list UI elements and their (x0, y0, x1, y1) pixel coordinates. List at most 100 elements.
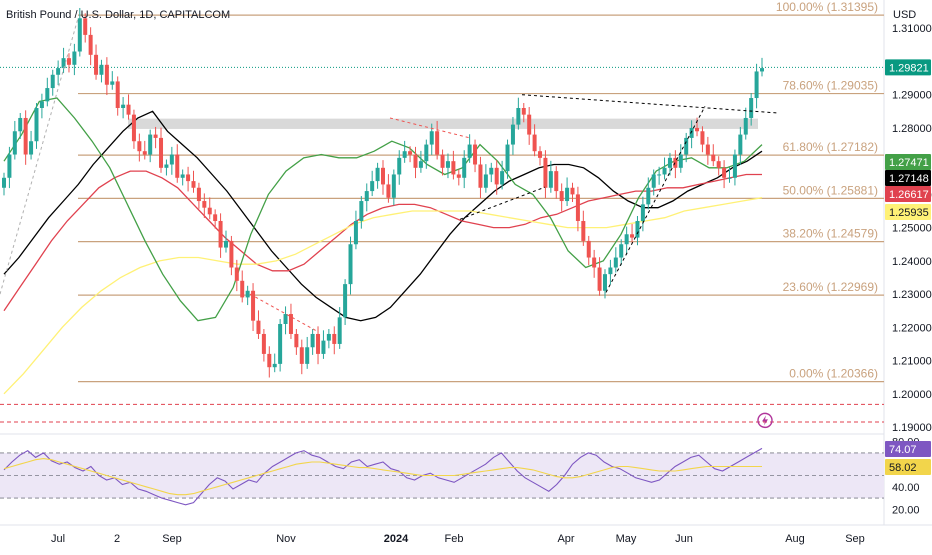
candle-body (440, 154, 445, 168)
candle-body (749, 98, 754, 118)
candle-body (316, 333, 321, 354)
candle-body (462, 157, 467, 178)
candle-body (251, 290, 256, 321)
candle-body (186, 174, 191, 182)
candle-body (711, 154, 716, 162)
candle-body (202, 201, 207, 208)
candle-body (131, 114, 136, 142)
candle-body (45, 88, 50, 102)
fib-label: 61.80% (1.27182) (783, 140, 878, 154)
candle-body (56, 68, 61, 75)
candle-body (29, 141, 34, 155)
candle-body (261, 333, 266, 354)
fibonacci-levels: 100.00% (1.31395) 78.60% (1.29035) 61.80% … (78, 0, 884, 383)
candle-body (527, 114, 532, 135)
ma-price-tag-bg (885, 204, 931, 220)
candle-body (288, 314, 293, 334)
candle-body (294, 333, 299, 348)
candle-body (207, 207, 212, 215)
candle-body (213, 214, 218, 221)
candle-body (7, 154, 12, 178)
candle-body (716, 161, 721, 168)
candle-body (727, 177, 732, 179)
candle-body (662, 167, 667, 175)
candle-body (164, 164, 169, 168)
candle-body (478, 164, 483, 188)
candle-body (684, 137, 689, 155)
candle-body (23, 117, 28, 155)
candle-body (218, 220, 223, 248)
time-axis-tick: Feb (445, 533, 464, 545)
time-axis-tick: Sep (162, 533, 182, 545)
candle-body (272, 363, 277, 368)
candle-body (381, 167, 385, 185)
candle-body (50, 74, 55, 89)
candle-body (72, 51, 77, 65)
ascending-trendline (605, 106, 706, 293)
rsi-ma-value-tag: 58.02 (889, 462, 917, 474)
moving-averages (3, 97, 763, 395)
candle-body (494, 167, 499, 185)
price-axis-tick: 1.19000 (892, 422, 932, 434)
fib-label: 23.60% (1.22969) (783, 280, 878, 294)
candle-body (180, 174, 185, 178)
candle-body (575, 194, 580, 221)
candle-body (695, 127, 700, 132)
time-axis-tick: Aug (785, 533, 805, 545)
price-axis-tick: 1.24000 (892, 256, 932, 268)
rsi-value-tag-bg (885, 441, 931, 457)
candle-body (175, 154, 180, 178)
candle-body (402, 151, 407, 158)
candle-body (532, 134, 537, 152)
ma-price-tag-bg (885, 154, 931, 170)
candle-body (619, 244, 624, 258)
candle-body (754, 71, 759, 99)
candle-body (657, 174, 662, 176)
time-axis-tick: Jul (51, 533, 65, 545)
candle-body (608, 267, 613, 275)
time-axis-tick: 2024 (384, 533, 409, 545)
candle-body (88, 34, 93, 55)
candle-body (110, 81, 115, 85)
candle-body (153, 134, 158, 138)
candle-body (99, 64, 104, 75)
candle-body (516, 108, 521, 125)
price-axis-tick: 1.21000 (892, 356, 932, 368)
candle-body (256, 320, 261, 334)
candle-body (142, 151, 147, 155)
rsi-ma-value-tag-bg (885, 459, 931, 475)
candle-body (597, 267, 602, 291)
candle-body (229, 240, 234, 268)
background-layer (0, 0, 932, 526)
candle-body (722, 167, 727, 178)
candle-body (115, 81, 120, 108)
left-trendline (0, 18, 79, 295)
candle-body (364, 191, 369, 202)
candle-body (299, 347, 304, 364)
candle-body (705, 144, 710, 155)
candle-body (489, 167, 494, 175)
candle-body (137, 141, 142, 152)
fib-label: 0.00% (1.20366) (789, 367, 878, 381)
candle-body (196, 187, 201, 202)
price-axis-tick: 1.25000 (892, 223, 932, 235)
candle-body (337, 317, 342, 344)
time-axis-tick: Sep (845, 533, 865, 545)
rsi-pane (0, 447, 884, 506)
rsi-axis-tick: 40.00 (892, 482, 920, 494)
candle-body (310, 333, 315, 348)
candle-body (305, 347, 310, 364)
candle-body (543, 157, 548, 188)
time-axis-tick: Apr (557, 533, 574, 545)
candle-body (635, 220, 640, 238)
candle-body (640, 204, 645, 221)
candle-body (429, 131, 434, 145)
candle-body (613, 257, 618, 268)
candle-body (223, 240, 228, 248)
fib-label: 50.00% (1.25881) (783, 183, 878, 197)
candle-body (61, 58, 66, 69)
candle-body (39, 101, 44, 108)
candle-body (375, 167, 380, 182)
candle-body (510, 124, 515, 145)
